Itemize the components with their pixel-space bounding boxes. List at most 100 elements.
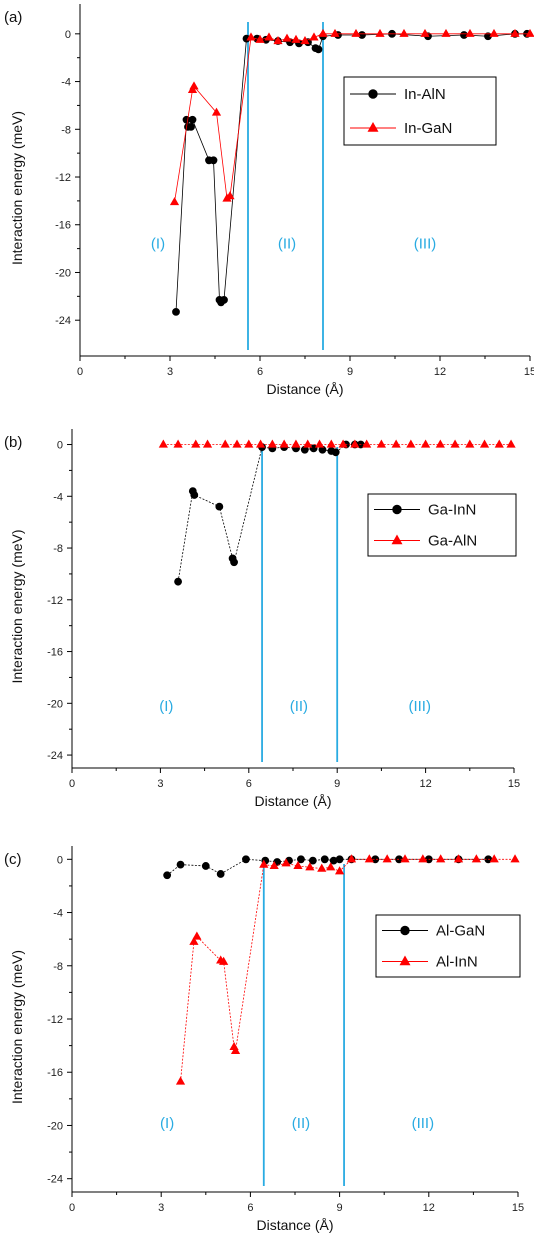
data-point: [335, 855, 344, 864]
y-tick-label: 0: [65, 29, 71, 41]
data-point: [309, 444, 318, 453]
legend-marker: [399, 955, 411, 966]
data-point: [376, 439, 387, 448]
data-point: [225, 191, 235, 200]
region-label: (I): [160, 1115, 174, 1132]
data-point: [264, 32, 274, 41]
data-point: [255, 439, 266, 448]
series-1: [158, 439, 516, 448]
data-point: [220, 439, 230, 448]
legend-box: [343, 76, 497, 146]
legend: Ga-InN Ga-AlN: [367, 493, 517, 557]
data-point: [281, 858, 291, 867]
y-tick-label: -20: [55, 267, 71, 279]
region-label: (II): [290, 698, 308, 715]
series-0: [172, 29, 531, 316]
data-point: [382, 854, 392, 863]
x-tick-label: 12: [434, 366, 446, 378]
data-point: [219, 956, 229, 965]
legend: Al-GaN Al-InN: [375, 914, 521, 978]
region-label: (III): [412, 1115, 435, 1132]
data-point: [494, 439, 504, 448]
x-axis-label: Distance (Å): [256, 1217, 333, 1233]
data-point: [190, 491, 199, 499]
y-tick-label: -16: [55, 220, 71, 232]
panel-label: (b): [4, 434, 22, 451]
x-tick-label: 12: [419, 778, 431, 790]
y-tick-label: 0: [57, 440, 63, 452]
data-point: [173, 439, 183, 448]
legend-marker: [367, 122, 379, 132]
region-label: (III): [408, 698, 431, 715]
region-label: (II): [292, 1115, 310, 1132]
data-point: [510, 854, 520, 863]
y-tick-label: -24: [47, 1174, 63, 1186]
data-point: [189, 936, 199, 945]
legend-marker: [391, 534, 403, 545]
data-point: [465, 28, 475, 37]
data-point: [406, 439, 416, 448]
x-tick-label: 9: [347, 366, 353, 378]
data-point: [320, 855, 329, 864]
y-tick-label: -20: [47, 698, 63, 710]
series-0: [174, 440, 365, 586]
data-point: [279, 439, 289, 448]
data-point: [351, 28, 361, 37]
data-point: [242, 855, 250, 864]
legend-label: Ga-InN: [428, 502, 476, 519]
y-tick-label: -24: [55, 315, 71, 327]
region-label: (II): [278, 236, 296, 253]
data-point: [465, 439, 475, 448]
data-point: [174, 577, 182, 586]
data-point: [176, 860, 185, 869]
data-point: [267, 439, 277, 448]
y-tick-label: -4: [61, 77, 71, 89]
data-point: [209, 156, 218, 165]
x-tick-label: 9: [334, 778, 340, 790]
y-tick-label: -8: [53, 543, 63, 555]
data-point: [331, 448, 340, 457]
data-point: [346, 854, 357, 863]
data-point: [489, 28, 499, 37]
legend-box: [375, 914, 521, 978]
data-point: [246, 32, 256, 41]
y-tick-label: -4: [53, 491, 63, 503]
data-point: [291, 439, 301, 448]
legend-label: In-GaN: [404, 120, 452, 137]
data-point: [293, 860, 303, 870]
region-label: (I): [151, 236, 165, 253]
data-point: [506, 439, 516, 448]
x-tick-label: 9: [337, 1202, 343, 1214]
x-tick-label: 0: [69, 1202, 75, 1214]
data-point: [334, 866, 345, 875]
data-point: [330, 28, 340, 37]
x-tick-label: 15: [512, 1202, 524, 1214]
data-point: [362, 439, 372, 448]
y-tick-label: -24: [47, 750, 63, 762]
data-point: [309, 32, 319, 41]
data-point: [189, 81, 199, 90]
data-point: [192, 931, 202, 940]
chart-panel-1: 0 3 6 9 12 15 0 -4 -8 -12 -16 -20 -24 Distance (Å) Int…: [4, 429, 520, 809]
data-point: [230, 1045, 241, 1055]
data-point: [375, 28, 385, 37]
x-axis-label: Distance (Å): [254, 793, 331, 809]
legend-box: [367, 493, 517, 557]
data-point: [318, 28, 328, 37]
data-point: [326, 439, 336, 448]
data-point: [479, 439, 490, 448]
data-point: [269, 860, 279, 870]
data-point: [317, 863, 327, 872]
data-point: [202, 439, 213, 448]
x-tick-label: 0: [77, 366, 83, 378]
x-tick-label: 6: [247, 1202, 253, 1214]
data-point: [525, 28, 534, 37]
data-point: [211, 107, 222, 116]
data-point: [314, 45, 323, 54]
data-point: [305, 862, 315, 871]
data-point: [450, 439, 460, 448]
data-point: [220, 296, 228, 304]
data-point: [358, 31, 366, 39]
